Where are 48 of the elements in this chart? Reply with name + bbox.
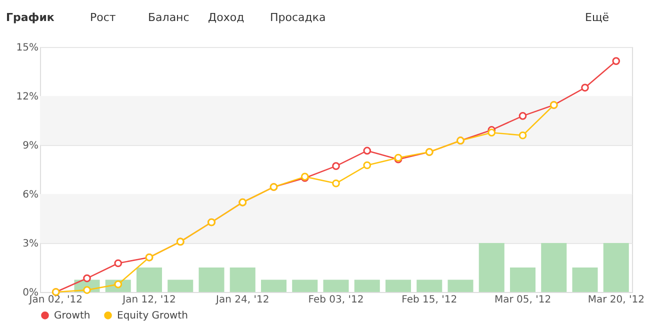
point: [488, 128, 496, 136]
y-tick-label: 3%: [22, 238, 38, 250]
bar: [260, 280, 287, 292]
bar: [478, 243, 504, 292]
x-tick-label: Feb 15, '12: [402, 294, 458, 306]
text: Доход: [208, 11, 245, 24]
point: [518, 112, 527, 120]
y-tick-label: 12%: [16, 92, 38, 102]
point: [518, 131, 527, 140]
bar: [230, 268, 256, 292]
bar: [354, 280, 380, 292]
text: Рост: [90, 11, 116, 24]
bar: [292, 280, 318, 292]
bar: [510, 268, 536, 292]
bar: [603, 243, 629, 292]
point: [612, 57, 620, 65]
bar: [541, 243, 567, 292]
bar: [136, 268, 162, 292]
legend-label: Growth: [54, 310, 90, 322]
text: Баланс: [148, 11, 190, 24]
legend-label: Equity Growth: [117, 310, 188, 322]
point: [581, 84, 589, 92]
point: [363, 146, 372, 155]
x-tick-label: Mar 05, '12: [494, 294, 552, 306]
point: [332, 162, 340, 170]
x-tick-label: Jan 02, '12: [28, 294, 82, 306]
x-tick-label: Mar 20, '12: [588, 294, 644, 306]
point: [83, 286, 91, 294]
text: Ещё: [585, 11, 610, 24]
x-tick-label: Feb 03, '12: [308, 294, 364, 306]
bar: [168, 280, 194, 292]
bar: [416, 280, 442, 292]
x-tick-label: Jan 12, '12: [122, 294, 176, 306]
text: Просадка: [270, 11, 326, 24]
bar: [385, 280, 412, 292]
bar: [448, 280, 474, 292]
chart-title: График: [6, 11, 55, 24]
y-tick-label: 6%: [22, 190, 38, 200]
point: [332, 179, 340, 188]
x-tick-label: Jan 24, '12: [215, 294, 270, 306]
y-tick-label: 15%: [16, 42, 38, 54]
bar: [323, 280, 349, 292]
bar: [572, 268, 598, 292]
point: [363, 161, 372, 170]
bar: [198, 268, 224, 292]
point: [83, 274, 91, 282]
y-tick-label: 9%: [22, 140, 38, 152]
point: [114, 259, 122, 268]
